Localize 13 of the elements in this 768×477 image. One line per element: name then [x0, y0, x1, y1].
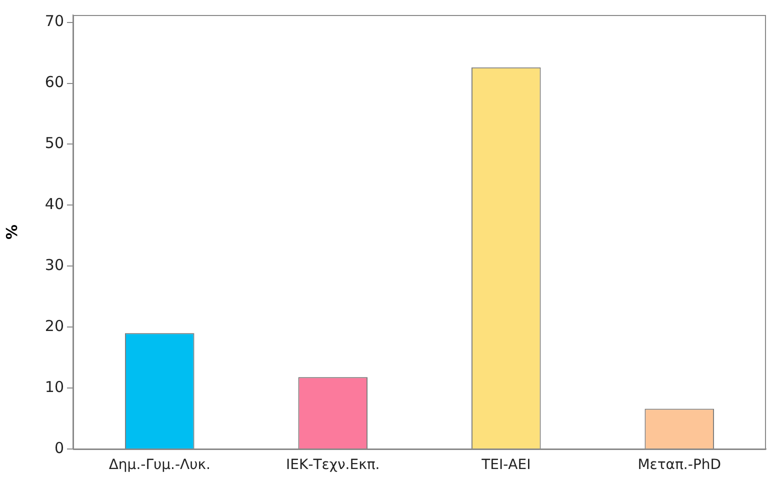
y-tick-label: 10 — [44, 378, 64, 396]
y-tick-label: 40 — [44, 195, 64, 214]
y-tick-label: 70 — [44, 12, 64, 30]
y-tick-label: 20 — [44, 316, 64, 335]
y-tick-label: 0 — [54, 438, 64, 457]
y-tick-label: 50 — [44, 134, 64, 152]
x-tick-label: ΙΕΚ-Τεχν.Εκπ. — [286, 457, 380, 474]
y-tick-label: 30 — [44, 256, 64, 274]
y-axis-title: % — [2, 224, 21, 240]
y-tick-label: 60 — [44, 73, 64, 92]
x-tick-label: ΤΕΙ-ΑΕΙ — [480, 457, 531, 474]
x-tick-label: Δημ.-Γυμ.-Λυκ. — [108, 457, 210, 474]
x-tick-label: Μεταπ.-PhD — [638, 457, 722, 474]
